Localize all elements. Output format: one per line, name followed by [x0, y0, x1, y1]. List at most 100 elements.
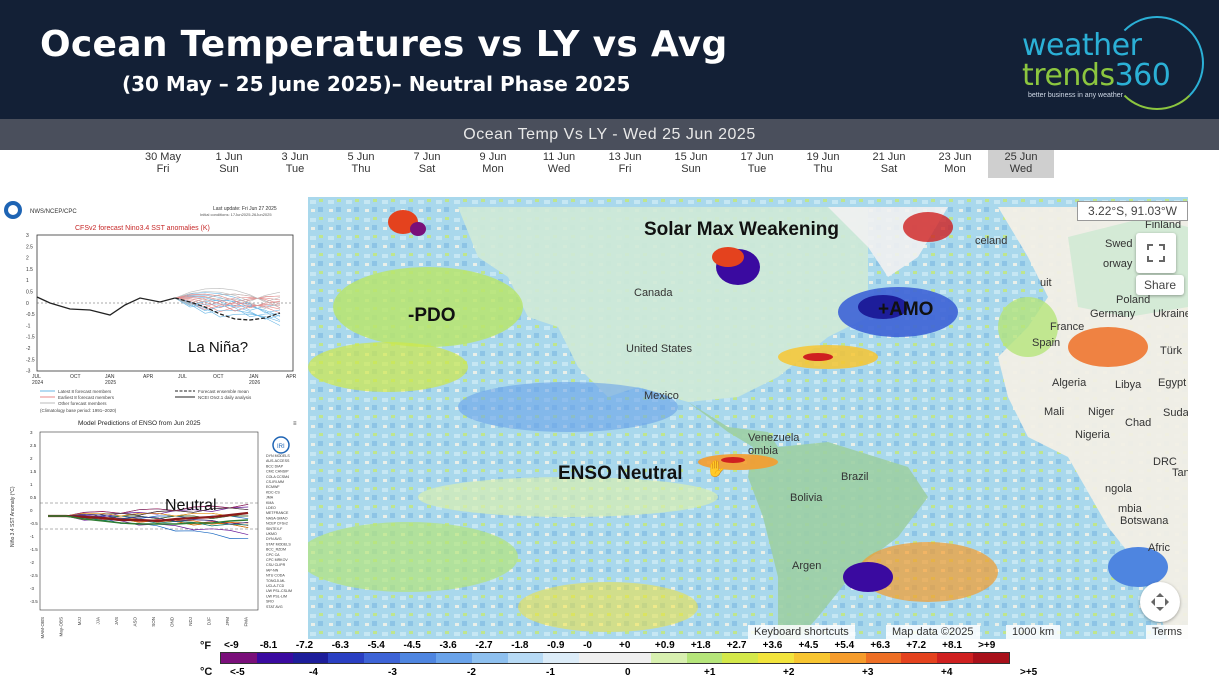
map-canvas — [308, 197, 1188, 639]
svg-text:OCT: OCT — [213, 374, 224, 380]
svg-text:Forecast ensemble mean: Forecast ensemble mean — [198, 389, 249, 394]
cfs-ensemble-mean — [174, 297, 281, 321]
enso-ytick: -1 — [30, 534, 34, 539]
legend-swatch — [758, 653, 794, 663]
enso-model-name: NTU CODA — [266, 574, 285, 578]
pan-control[interactable] — [1140, 582, 1180, 622]
legend-f-label: -3.6 — [439, 640, 457, 651]
enso-ytick: -2 — [30, 560, 34, 565]
legend-swatch — [794, 653, 830, 663]
svg-text:2025: 2025 — [105, 380, 116, 386]
enso-title: Model Predictions of ENSO from Jun 2025 — [78, 420, 201, 427]
timeline-date-5[interactable]: 9 Jun Mon — [479, 151, 507, 175]
place-iceland: celand — [975, 235, 1008, 247]
enso-ytick: -3 — [30, 586, 34, 591]
sst-anomaly-map[interactable]: Solar Max Weakening -PDO +AMO ENSO Neutr… — [308, 197, 1188, 639]
cfs-ytick: 3 — [26, 233, 29, 239]
enso-xtick: OND — [170, 616, 175, 627]
coordinate-readout: 3.22°S, 91.03°W — [1077, 201, 1188, 221]
legend-c-label: +2 — [783, 667, 795, 678]
timeline-date-12[interactable]: 23 Jun Mon — [938, 151, 972, 175]
terms-link[interactable]: Terms — [1146, 625, 1188, 639]
place-venezuela: Venezuela — [748, 432, 800, 444]
svg-text:JUL: JUL — [178, 374, 187, 380]
cfs-member-line — [174, 297, 281, 326]
timeline-date-8[interactable]: 15 Jun Sun — [674, 151, 708, 175]
timeline-date-0[interactable]: 30 May Fri — [144, 151, 182, 175]
enso-model-name: CPC MRKOV — [266, 558, 288, 562]
place-turkey: Türk — [1160, 345, 1182, 357]
enso-panels: NWS/NCEP/CPC Last update: Fri Jun 27 202… — [0, 195, 308, 640]
legend-swatch — [471, 653, 508, 663]
cfs-ytick: 1 — [26, 278, 29, 284]
enso-xtick: SON — [151, 617, 156, 627]
color-legend: °F °C <-9 -8.1 -7.2 -6.3 -5.4 -4.5 -3.6 -2.7 -1.… — [200, 640, 1037, 684]
enso-ytick: 2 — [30, 456, 33, 461]
cfs-ytick: 2 — [26, 256, 29, 262]
timeline-date-7[interactable]: 13 Jun Fri — [608, 151, 642, 175]
share-button[interactable]: Share — [1136, 275, 1184, 295]
cfs-member-line — [174, 297, 281, 309]
place-niger: Niger — [1088, 406, 1115, 418]
enso-model-name: CMC CANSIP — [266, 470, 289, 474]
enso-ylabel: Niño 3.4 SST Anomaly (°C) — [10, 486, 16, 547]
weathertrends-logo: weather trends360 better business in any… — [1010, 14, 1210, 112]
legend-f-label: +8.1 — [942, 640, 962, 651]
timeline-date-2[interactable]: 3 Jun Tue — [281, 151, 309, 175]
legend-swatch — [937, 653, 974, 663]
logo-text-1: weather — [1022, 28, 1142, 63]
place-brazil: Brazil — [841, 471, 869, 483]
cfs-member-line — [174, 297, 281, 309]
timeline-date-1[interactable]: 1 Jun Sun — [215, 151, 243, 175]
timeline-date-10[interactable]: 19 Jun Thu — [806, 151, 840, 175]
legend-c-label: <-5 — [230, 667, 245, 678]
timeline-date-9[interactable]: 17 Jun Tue — [740, 151, 774, 175]
enso-models-panel: Model Predictions of ENSO from Jun 2025 … — [0, 417, 300, 639]
logo-tagline: better business in any weather — [1028, 92, 1123, 99]
fullscreen-button[interactable] — [1136, 233, 1176, 273]
place-france: France — [1050, 321, 1085, 333]
enso-model-name: AUS-ACCESS — [266, 459, 290, 463]
legend-f-label: -6.3 — [331, 640, 349, 651]
enso-model-name: SRO — [266, 600, 274, 604]
legend-c-label: -2 — [467, 667, 476, 678]
legend-f-label: -2.7 — [475, 640, 493, 651]
cfs-init: Initial conditions: 17Jun2025-26Jun2025 — [200, 212, 272, 217]
legend-c-label: +1 — [704, 667, 716, 678]
keyboard-shortcuts-link[interactable]: Keyboard shortcuts — [748, 625, 855, 639]
legend-f-label: +1.8 — [690, 640, 711, 651]
legend-f-label: -0 — [583, 640, 592, 651]
cfs-member-line — [174, 293, 281, 309]
place-libya: Libya — [1115, 379, 1142, 391]
cfs-chart: NWS/NCEP/CPC Last update: Fri Jun 27 202… — [4, 201, 297, 413]
enso-xtick: MJJ — [77, 617, 82, 625]
legend-c-label: +4 — [941, 667, 953, 678]
svg-text:JAN: JAN — [249, 374, 259, 380]
timeline-date-6[interactable]: 11 Jun Wed — [542, 151, 576, 175]
place-sudan: Sudan — [1163, 407, 1188, 419]
legend-swatch — [543, 653, 580, 663]
pan-arrows-icon — [1151, 593, 1169, 611]
legend-swatch — [686, 653, 723, 663]
enso-model-name: CPC CA — [266, 553, 280, 557]
legend-c-unit: °C — [200, 666, 213, 678]
place-chad: Chad — [1125, 417, 1152, 429]
cfs-member-line — [174, 297, 281, 321]
legend-f-label: +5.4 — [834, 640, 855, 651]
fullscreen-icon — [1147, 244, 1165, 262]
timeline-date-3[interactable]: 5 Jun Thu — [347, 151, 375, 175]
enso-model-name: TONGJI-ML — [266, 579, 285, 583]
timeline-date-13[interactable]: 25 Jun Wed — [988, 150, 1054, 178]
enso-model-name: UCLA-TCD — [266, 584, 285, 588]
timeline-date-4[interactable]: 7 Jun Sat — [413, 151, 441, 175]
place-botswana: Botswana — [1120, 515, 1169, 527]
enso-model-name: STAT MODELS — [266, 542, 291, 546]
cfs-member-line — [174, 295, 281, 307]
enso-model-name: NCEP CFSv2 — [266, 522, 288, 526]
enso-model-name: IAP-NN — [266, 568, 279, 572]
place-spain: Spain — [1032, 337, 1061, 349]
legend-swatch — [865, 653, 902, 663]
legend-f-label: -7.2 — [295, 640, 314, 651]
legend-c-label: -1 — [546, 667, 555, 678]
timeline-date-11[interactable]: 21 Jun Sat — [872, 151, 906, 175]
